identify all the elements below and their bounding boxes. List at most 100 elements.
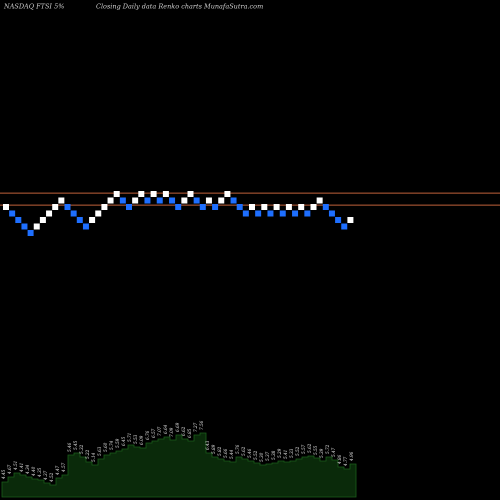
down-brick xyxy=(328,210,335,217)
volume-label: 7.27 xyxy=(193,422,198,432)
down-brick xyxy=(230,197,237,204)
down-brick xyxy=(15,217,22,223)
volume-label: 5.14 xyxy=(91,452,96,462)
volume-label: 5.30 xyxy=(259,452,264,462)
volume-label: 5.82 xyxy=(217,446,222,456)
volume-label: 4.40 xyxy=(31,466,36,477)
up-brick xyxy=(310,204,317,210)
down-brick xyxy=(267,210,274,217)
down-brick xyxy=(70,210,77,217)
up-brick xyxy=(181,197,188,204)
volume-label: 4.52 xyxy=(49,472,54,483)
up-brick xyxy=(101,204,108,210)
volume-area xyxy=(1,432,357,498)
down-brick xyxy=(341,223,348,230)
up-brick xyxy=(224,191,231,197)
volume-label: 5.72 xyxy=(325,444,330,454)
down-brick xyxy=(175,204,182,210)
down-brick xyxy=(82,223,89,230)
volume-label: 5.62 xyxy=(241,446,246,456)
volume-label: 7.56 xyxy=(199,420,204,430)
volume-label: 4.96 xyxy=(349,451,354,462)
volume-label: 5.76 xyxy=(235,444,240,454)
up-brick xyxy=(39,217,46,223)
volume-label: 5.46 xyxy=(247,448,252,458)
up-brick xyxy=(273,204,280,210)
volume-label: 5.60 xyxy=(103,442,108,452)
volume-label: 6.62 xyxy=(181,426,186,436)
volume-label: 7.09 xyxy=(169,427,174,437)
down-brick xyxy=(9,210,16,217)
volume-label: 4.67 xyxy=(7,464,12,475)
volume-label: 5.41 xyxy=(283,450,288,459)
up-brick xyxy=(138,191,145,197)
down-brick xyxy=(21,223,28,230)
up-brick xyxy=(162,191,169,197)
volume-label: 5.57 xyxy=(301,444,306,454)
volume-label: 4.47 xyxy=(55,465,60,476)
volume-label: 5.55 xyxy=(313,445,318,455)
volume-label: 6.85 xyxy=(187,428,192,438)
up-brick xyxy=(285,204,292,210)
volume-label: 6.64 xyxy=(163,424,168,434)
up-brick xyxy=(89,217,96,223)
volume-label: 5.89 xyxy=(211,444,216,454)
volume-label: 4.77 xyxy=(343,456,348,467)
volume-label: 6.57 xyxy=(151,428,156,438)
volume-label: 5.74 xyxy=(109,440,114,450)
volume-label: 6.45 xyxy=(121,436,126,446)
up-brick xyxy=(347,217,354,223)
volume-label: 5.33 xyxy=(289,448,294,458)
down-brick xyxy=(27,230,34,236)
down-brick xyxy=(199,204,206,210)
volume-label: 4.37 xyxy=(43,470,48,481)
up-brick xyxy=(113,191,120,197)
volume-label: 4.51 xyxy=(13,461,18,471)
up-brick xyxy=(261,204,268,210)
volume-label: 4.86 xyxy=(337,454,342,465)
down-brick xyxy=(64,204,71,210)
renko-bricks xyxy=(3,191,354,236)
volume-label: 4.34 xyxy=(25,464,30,475)
up-brick xyxy=(298,204,305,210)
volume-label: 5.52 xyxy=(253,450,258,460)
down-brick xyxy=(169,197,176,204)
down-brick xyxy=(335,217,342,223)
down-brick xyxy=(304,210,311,217)
down-brick xyxy=(119,197,126,204)
volume-label: 7.07 xyxy=(157,426,162,436)
up-brick xyxy=(150,191,157,197)
up-brick xyxy=(205,197,212,204)
down-brick xyxy=(126,204,132,210)
up-brick xyxy=(95,210,102,217)
volume-label: 5.63 xyxy=(97,446,102,456)
down-brick xyxy=(255,210,262,217)
up-brick xyxy=(52,204,59,210)
volume-label: 5.71 xyxy=(127,433,132,442)
down-brick xyxy=(236,204,243,210)
up-brick xyxy=(249,204,255,210)
up-brick xyxy=(132,197,139,204)
volume-label: 5.29 xyxy=(277,448,282,458)
up-brick xyxy=(107,197,114,204)
volume-label: 5.39 xyxy=(319,448,324,458)
volume-label: 5.66 xyxy=(223,448,228,458)
down-brick xyxy=(144,197,151,204)
volume-label: 5.47 xyxy=(331,447,336,457)
chart-subtitle: Closing Daily data Renko charts MunafaSu… xyxy=(96,3,263,11)
down-brick xyxy=(76,217,83,223)
volume-label: 5.59 xyxy=(115,438,120,448)
volume-label: 4.41 xyxy=(19,463,24,473)
volume-labels: 4.454.67 4.51 4.41 4.34 4.40 4.35 4.37 4.524.47… xyxy=(1,420,354,483)
volume-label: 5.46 xyxy=(67,442,72,452)
volume-label: 6.09 xyxy=(139,435,144,445)
down-brick xyxy=(292,210,299,217)
down-brick xyxy=(322,204,329,210)
down-brick xyxy=(193,197,200,204)
volume-label: 5.22 xyxy=(85,449,90,459)
volume-label: 5.44 xyxy=(229,449,234,459)
down-brick xyxy=(242,210,249,217)
up-brick xyxy=(46,210,53,217)
